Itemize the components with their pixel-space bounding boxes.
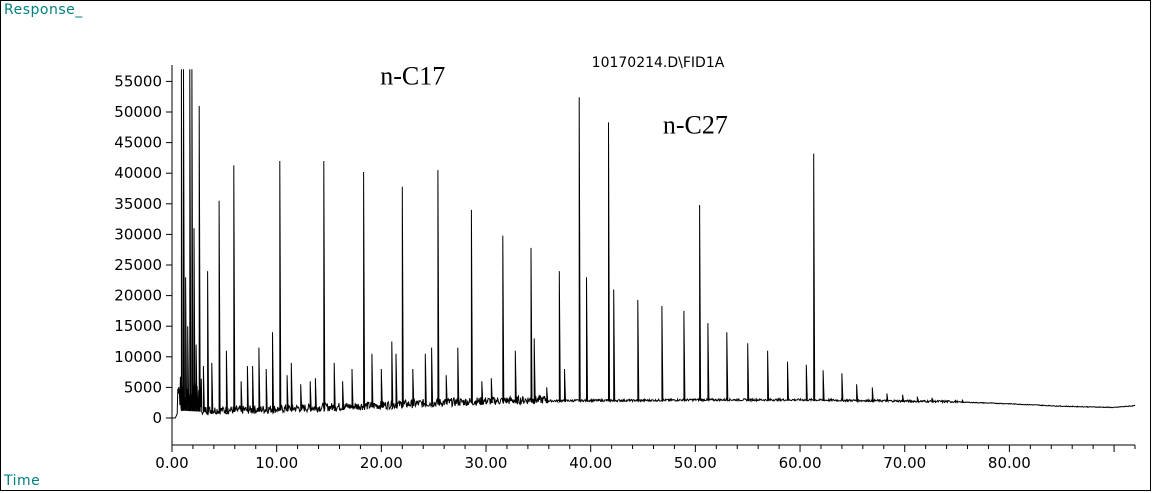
y-tick-label: 50000 <box>114 103 162 121</box>
x-tick-label: 80.00 <box>988 454 1031 472</box>
axis-lines <box>171 65 1135 446</box>
x-tick-label: 0.00 <box>155 454 188 472</box>
y-tick-label: 5000 <box>124 378 162 396</box>
x-tick-label: 30.00 <box>465 454 508 472</box>
x-tick-label: 20.00 <box>360 454 403 472</box>
x-tick-label: 60.00 <box>779 454 822 472</box>
y-tick-label: 35000 <box>114 195 162 213</box>
y-tick-label: 15000 <box>114 317 162 335</box>
x-tick-label: 10.00 <box>255 454 298 472</box>
y-tick-label: 25000 <box>114 256 162 274</box>
y-tick-label: 30000 <box>114 225 162 243</box>
y-tick-label: 40000 <box>114 164 162 182</box>
y-tick-label: 20000 <box>114 287 162 305</box>
peak-annotations: n-C17 n-C27 <box>380 61 728 139</box>
x-tick-label: 50.00 <box>674 454 717 472</box>
x-tick-label: 70.00 <box>883 454 926 472</box>
chart-title: 10170214.D\FID1A <box>592 55 725 71</box>
y-tick-label: 45000 <box>114 134 162 152</box>
y-tick-label: 0 <box>152 409 162 427</box>
chromatogram-trace <box>172 69 1136 419</box>
time-axis-label: Time <box>4 473 41 489</box>
y-axis-ticks: 0 5000 10000 15000 20000 25000 30000 35000 40000… <box>114 72 172 427</box>
x-tick-label: 40.00 <box>569 454 612 472</box>
y-tick-label: 55000 <box>114 72 162 90</box>
response-axis-label: Response_ <box>4 2 83 18</box>
peak-annotation: n-C27 <box>663 110 728 139</box>
x-axis-ticks: 0.00 10.00 20.00 30.00 40.00 50.00 60.00 70.00 8… <box>155 445 1136 472</box>
y-tick-label: 10000 <box>114 348 162 366</box>
peak-annotation: n-C17 <box>380 61 445 90</box>
